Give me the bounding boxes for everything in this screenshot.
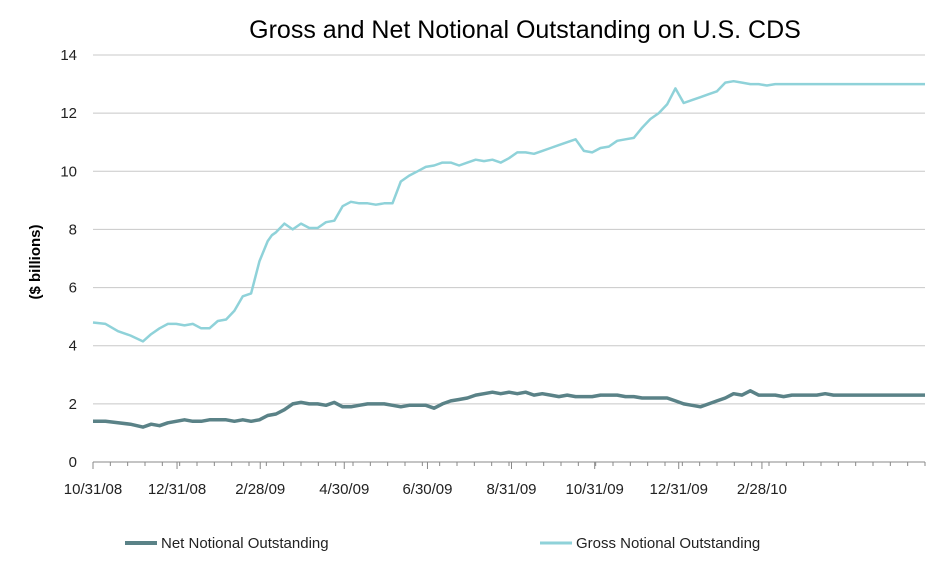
y-tick-label: 8 [69, 221, 77, 238]
axes: 0 2 4 6 8 10 12 14 10/31/08 12/31/08 2/28/09 4/30/0… [60, 47, 926, 498]
y-tick-label: 4 [69, 338, 77, 355]
series-lines [92, 79, 925, 429]
x-tick-label: 12/31/09 [650, 481, 708, 498]
y-tick-label: 14 [60, 47, 77, 64]
legend: Net Notional Outstanding Gross Notional O… [125, 535, 760, 552]
y-tick-label: 6 [69, 280, 77, 297]
x-tick-label: 2/28/10 [737, 481, 787, 498]
legend-label: Gross Notional Outstanding [576, 535, 760, 552]
net-notional-line [93, 389, 925, 429]
y-tick-label: 2 [69, 396, 77, 413]
gross-notional-line [92, 79, 925, 343]
y-axis-label: ($ billions) [27, 224, 44, 299]
x-tick-label: 2/28/09 [235, 481, 285, 498]
y-tick-label: 0 [69, 454, 77, 471]
chart-title: Gross and Net Notional Outstanding on U.… [249, 16, 801, 44]
y-tick-label: 10 [60, 163, 77, 180]
x-tick-label: 4/30/09 [319, 481, 369, 498]
y-tick-label: 12 [60, 105, 77, 122]
x-tick-label: 10/31/09 [566, 481, 624, 498]
gridlines [93, 54, 925, 405]
x-tick-label: 8/31/09 [486, 481, 536, 498]
x-tick-label: 12/31/08 [148, 481, 206, 498]
legend-label: Net Notional Outstanding [161, 535, 329, 552]
x-tick-label: 6/30/09 [402, 481, 452, 498]
x-tick-label: 10/31/08 [64, 481, 122, 498]
